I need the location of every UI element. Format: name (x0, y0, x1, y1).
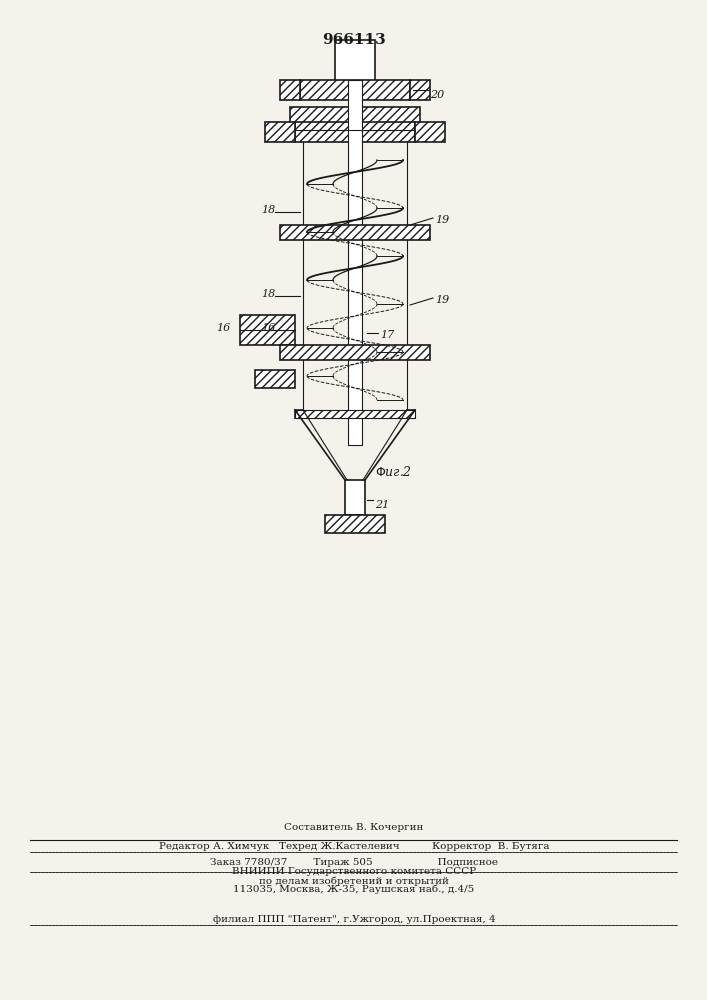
Bar (280, 80, 300, 100)
Bar (240, 315, 295, 345)
Text: 19: 19 (435, 295, 449, 305)
Text: ВНИИПИ Государственного комитета СССР: ВНИИПИ Государственного комитета СССР (232, 867, 476, 876)
Bar (280, 345, 430, 360)
Text: Заказ 7780/37        Тираж 505                    Подписное: Заказ 7780/37 Тираж 505 Подписное (210, 858, 498, 867)
Bar (348, 80, 362, 445)
Bar (290, 107, 420, 125)
Text: Составитель В. Кочергин: Составитель В. Кочергин (284, 823, 423, 832)
Text: 966113: 966113 (322, 33, 386, 47)
Text: Редактор А. Химчук   Техред Ж.Кастелевич          Корректор  В. Бутяга: Редактор А. Химчук Техред Ж.Кастелевич К… (159, 842, 549, 851)
Bar (335, 40, 375, 95)
Text: 19: 19 (435, 215, 449, 225)
Bar (295, 410, 415, 418)
Text: $\Phi$иг.2: $\Phi$иг.2 (375, 465, 412, 479)
Text: 20: 20 (430, 90, 444, 100)
Text: 21: 21 (375, 500, 390, 510)
Bar (255, 370, 295, 388)
Text: 16: 16 (261, 323, 275, 333)
Bar (325, 515, 385, 533)
Bar (295, 410, 303, 418)
Text: 18: 18 (261, 289, 275, 299)
Text: по делам изобретений и открытий: по делам изобретений и открытий (259, 876, 449, 886)
Bar (345, 480, 365, 515)
Bar (295, 122, 415, 142)
Text: 16: 16 (216, 323, 230, 333)
Text: 18: 18 (261, 205, 275, 215)
Text: филиал ППП "Патент", г.Ужгород, ул.Проектная, 4: филиал ППП "Патент", г.Ужгород, ул.Проек… (213, 915, 496, 924)
Text: 113035, Москва, Ж-35, Раушская наб., д.4/5: 113035, Москва, Ж-35, Раушская наб., д.4… (233, 885, 474, 894)
Text: 17: 17 (380, 330, 395, 340)
Bar (410, 80, 430, 100)
Bar (280, 225, 430, 240)
Bar (407, 410, 415, 418)
Bar (300, 80, 410, 100)
Bar (415, 122, 445, 142)
Bar (265, 122, 295, 142)
